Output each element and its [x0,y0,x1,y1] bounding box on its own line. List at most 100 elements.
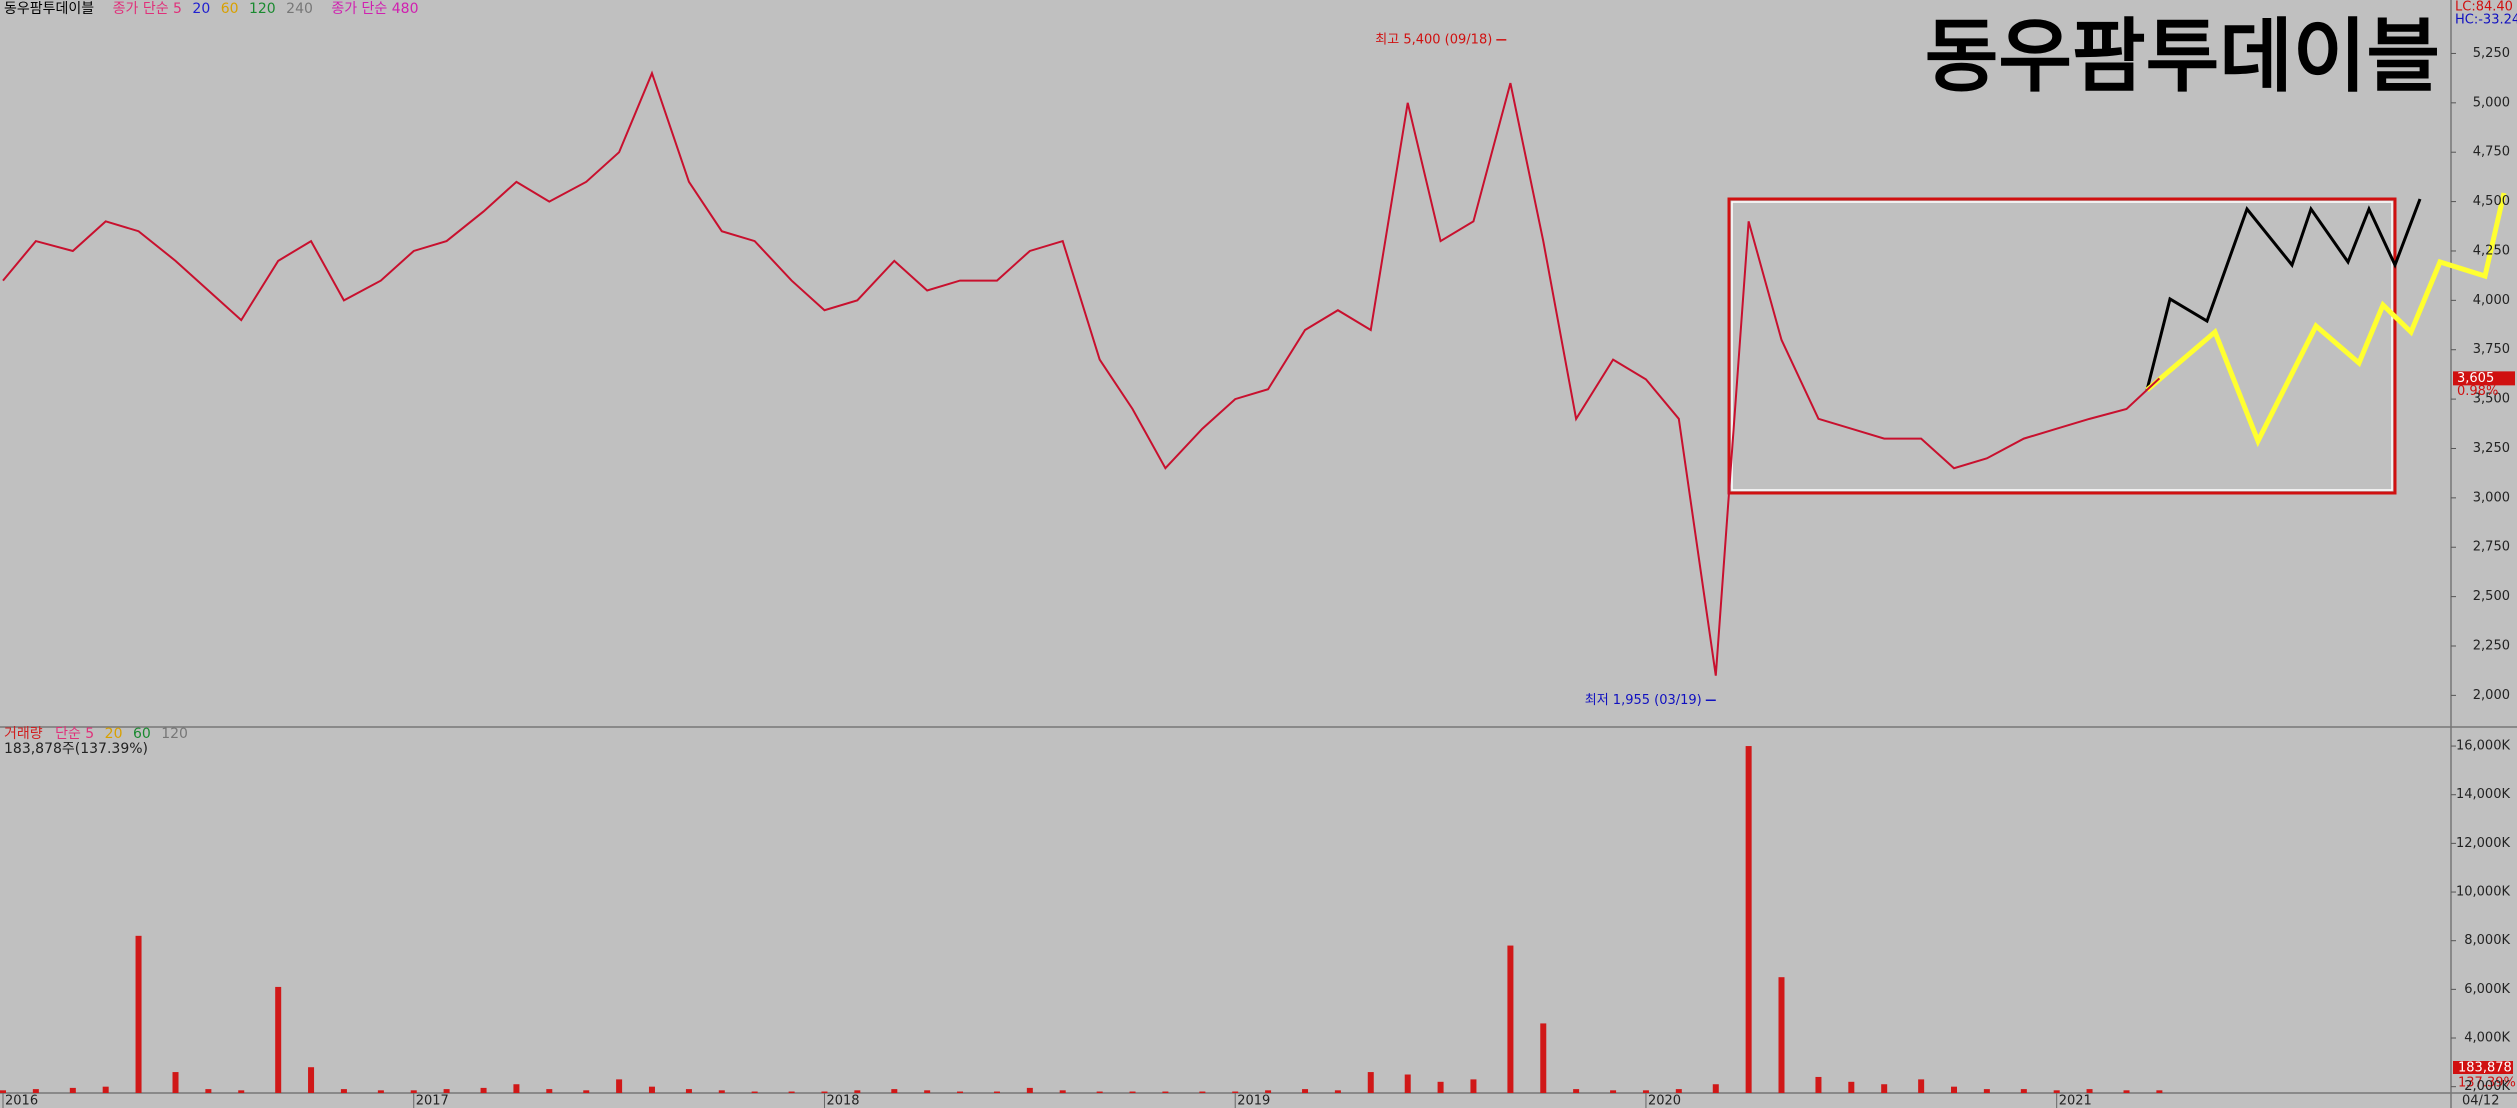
legend-ma: 종가 단순 5 [113,1,182,17]
lc-label: LC:84.40 [2455,0,2513,15]
hc-label: HC:-33.24 [2455,13,2517,28]
volume-bar [2086,1089,2093,1093]
volume-bar [32,1089,39,1093]
y-tick-label: 16,000K [2456,739,2510,754]
price-legend: 동우팜투데이블 종가 단순 5 20 60 120 240 종가 단순 480 [4,1,419,17]
legend-ma: 20 [192,1,210,17]
volume-bar [1199,1091,1206,1093]
y-tick-label: 2,250 [2473,638,2510,653]
legend-stock: 동우팜투데이블 [4,1,94,17]
y-tick-label: 3,250 [2473,441,2510,456]
volume-bar [172,1072,179,1093]
x-tick-label: 2019 [1237,1094,1270,1108]
volume-bar [1951,1086,1958,1093]
volume-bar [2156,1090,2163,1093]
legend-volume: 거래량 [4,726,43,742]
volume-bar [443,1089,450,1093]
y-tick-label: 4,250 [2473,243,2510,258]
volume-bar [1918,1079,1925,1093]
volume-bar [135,935,142,1093]
volume-legend: 거래량 단순 5 20 60 120 [4,726,188,742]
legend-ma: 240 [286,1,313,17]
last-volume: 183,878 [2458,1061,2512,1076]
volume-bar [2020,1089,2027,1093]
volume-bar [1815,1076,1822,1093]
date-label: 04/12 [2462,1094,2499,1108]
y-tick-label: 5,000 [2473,95,2510,110]
y-tick-label: 2,000K [2464,1079,2510,1094]
chart-title: 동우팜투데이블 [1925,10,2440,103]
y-tick-label: 10,000K [2456,885,2510,900]
volume-bar [1712,1084,1719,1093]
volume-bar [410,1090,417,1093]
volume-bar [102,1086,109,1093]
volume-bar [616,1079,623,1093]
y-tick-label: 2,750 [2473,540,2510,555]
volume-bar [1610,1090,1617,1093]
y-tick-label: 8,000K [2464,933,2510,948]
volume-bar [1026,1087,1033,1093]
legend-ma: 60 [221,1,239,17]
annotation: 최저 1,955 (03/19) [1585,693,1702,708]
annotation: 최고 5,400 (09/18) [1375,32,1492,47]
volume-bar [275,986,282,1093]
projection-black [2145,198,2422,391]
legend-ma: 단순 5 [55,726,94,742]
last-price-box [2453,371,2515,386]
volume-bar [1507,945,1514,1093]
volume-bar [1470,1079,1477,1093]
price-line [2,70,2161,676]
y-tick-label: 14,000K [2456,787,2510,802]
volume-bar [2123,1090,2130,1093]
volume-bar [993,1091,1000,1093]
volume-bar [1881,1084,1888,1093]
volume-bar [1059,1090,1066,1093]
x-tick-label: 2020 [1648,1094,1681,1108]
volume-bar [1367,1072,1374,1093]
volume-bar [821,1091,828,1093]
y-tick-label: 4,000 [2473,293,2510,308]
x-tick-label: 2018 [826,1094,859,1108]
last-volume-pct: 137.39% [2458,1076,2516,1091]
y-tick-label: 3,750 [2473,342,2510,357]
volume-bar [891,1089,898,1093]
volume-bar [1129,1091,1136,1093]
y-tick-label: 2,000 [2473,688,2510,703]
range-box [1727,197,2397,495]
last-volume-box [2453,1061,2513,1074]
volume-bar [1232,1091,1239,1093]
y-tick-label: 4,000K [2464,1031,2510,1046]
volume-bar [546,1089,553,1093]
volume-bar [685,1089,692,1093]
volume-bar [1642,1090,1649,1093]
volume-bar [69,1087,76,1093]
volume-bar [0,1090,6,1093]
volume-bar [1437,1081,1444,1093]
volume-bar [205,1089,212,1093]
volume-bar [1162,1091,1169,1093]
x-tick-label: 2017 [416,1094,449,1108]
volume-bar [238,1090,245,1093]
projection-yellow [2145,192,2507,448]
y-tick-label: 4,750 [2473,145,2510,160]
y-tick-label: 3,000 [2473,490,2510,505]
x-tick-label: 2016 [5,1094,38,1108]
volume-bar [788,1091,795,1093]
last-price-label: 3,605 [2457,371,2494,386]
volume-bar [583,1090,590,1093]
volume-bar [1983,1089,1990,1093]
y-tick-label: 6,000K [2464,982,2510,997]
volume-bar [1265,1090,1272,1093]
volume-bar [924,1090,931,1093]
volume-bar [1778,977,1785,1093]
volume-bar [751,1091,758,1093]
last-change: 0.98% [2457,384,2498,399]
range-box-inner [1731,201,2393,491]
volume-bar [340,1089,347,1093]
volume-bar [2053,1090,2060,1093]
volume-bar [1745,746,1752,1093]
legend-ma: 120 [249,1,276,17]
volume-bar [1540,1023,1547,1093]
